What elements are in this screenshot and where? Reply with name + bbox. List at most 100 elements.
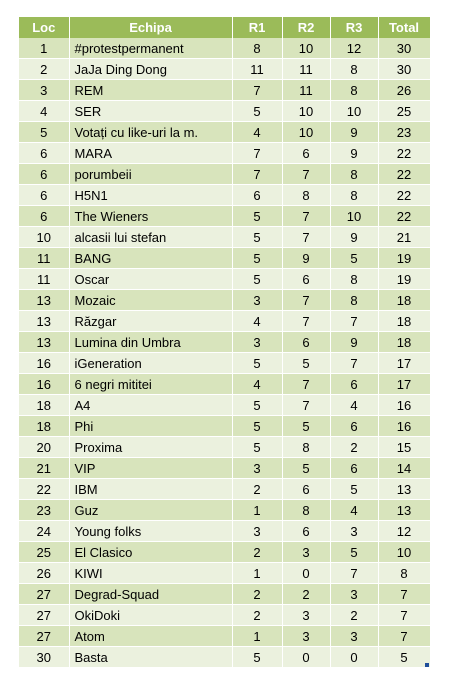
cell-rank[interactable]: 27 (19, 583, 70, 605)
cell-team[interactable]: Degrad-Squad (69, 583, 233, 605)
cell-r3[interactable]: 7 (330, 310, 379, 332)
cell-rank[interactable]: 11 (19, 247, 70, 269)
cell-r3[interactable]: 7 (330, 562, 379, 584)
cell-total[interactable]: 22 (378, 205, 431, 227)
cell-total[interactable]: 19 (378, 247, 431, 269)
cell-r1[interactable]: 7 (232, 163, 283, 185)
cell-r2[interactable]: 7 (282, 394, 331, 416)
cell-r1[interactable]: 1 (232, 562, 283, 584)
cell-r3[interactable]: 8 (330, 289, 379, 311)
cell-rank[interactable]: 13 (19, 310, 70, 332)
cell-r1[interactable]: 5 (232, 205, 283, 227)
cell-r2[interactable]: 7 (282, 163, 331, 185)
cell-team[interactable]: The Wieners (69, 205, 233, 227)
cell-r1[interactable]: 8 (232, 38, 283, 59)
cell-r3[interactable]: 2 (330, 604, 379, 626)
cell-rank[interactable]: 3 (19, 79, 70, 101)
cell-r2[interactable]: 0 (282, 562, 331, 584)
cell-total[interactable]: 12 (378, 520, 431, 542)
cell-team[interactable]: Mozaic (69, 289, 233, 311)
cell-rank[interactable]: 16 (19, 373, 70, 395)
cell-r1[interactable]: 11 (232, 58, 283, 80)
cell-total[interactable]: 19 (378, 268, 431, 290)
cell-total[interactable]: 13 (378, 478, 431, 500)
cell-total[interactable]: 22 (378, 142, 431, 164)
cell-total[interactable]: 23 (378, 121, 431, 143)
cell-r1[interactable]: 5 (232, 436, 283, 458)
cell-team[interactable]: Proxima (69, 436, 233, 458)
cell-r1[interactable]: 2 (232, 583, 283, 605)
cell-r1[interactable]: 3 (232, 520, 283, 542)
cell-r2[interactable]: 6 (282, 478, 331, 500)
header-loc[interactable]: Loc (19, 17, 70, 38)
cell-r2[interactable]: 8 (282, 499, 331, 521)
cell-r3[interactable]: 3 (330, 583, 379, 605)
cell-rank[interactable]: 16 (19, 352, 70, 374)
cell-r2[interactable]: 3 (282, 541, 331, 563)
cell-rank[interactable]: 4 (19, 100, 70, 122)
cell-team[interactable]: H5N1 (69, 184, 233, 206)
cell-r3[interactable]: 8 (330, 268, 379, 290)
cell-total[interactable]: 25 (378, 100, 431, 122)
cell-rank[interactable]: 26 (19, 562, 70, 584)
cell-rank[interactable]: 6 (19, 163, 70, 185)
cell-r3[interactable]: 3 (330, 625, 379, 647)
cell-r2[interactable]: 8 (282, 184, 331, 206)
cell-team[interactable]: SER (69, 100, 233, 122)
header-total[interactable]: Total (378, 17, 431, 38)
cell-team[interactable]: BANG (69, 247, 233, 269)
cell-team[interactable]: Guz (69, 499, 233, 521)
header-team[interactable]: Echipa (69, 17, 233, 38)
cell-r2[interactable]: 5 (282, 415, 331, 437)
cell-r2[interactable]: 3 (282, 625, 331, 647)
cell-rank[interactable]: 20 (19, 436, 70, 458)
cell-r2[interactable]: 11 (282, 58, 331, 80)
cell-team[interactable]: VIP (69, 457, 233, 479)
cell-team[interactable]: KIWI (69, 562, 233, 584)
cell-total[interactable]: 8 (378, 562, 431, 584)
cell-r3[interactable]: 8 (330, 58, 379, 80)
cell-team[interactable]: A4 (69, 394, 233, 416)
cell-rank[interactable]: 6 (19, 142, 70, 164)
header-r2[interactable]: R2 (282, 17, 331, 38)
cell-total[interactable]: 22 (378, 184, 431, 206)
cell-r1[interactable]: 3 (232, 457, 283, 479)
cell-rank[interactable]: 6 (19, 184, 70, 206)
cell-r2[interactable]: 7 (282, 310, 331, 332)
cell-total[interactable]: 30 (378, 58, 431, 80)
cell-r3[interactable]: 6 (330, 415, 379, 437)
cell-r3[interactable]: 8 (330, 163, 379, 185)
cell-r3[interactable]: 5 (330, 247, 379, 269)
cell-rank[interactable]: 1 (19, 38, 70, 59)
cell-r2[interactable]: 6 (282, 520, 331, 542)
cell-team[interactable]: Phi (69, 415, 233, 437)
cell-r2[interactable]: 7 (282, 373, 331, 395)
cell-total[interactable]: 7 (378, 625, 431, 647)
cell-total[interactable]: 17 (378, 352, 431, 374)
cell-r1[interactable]: 2 (232, 478, 283, 500)
cell-r1[interactable]: 5 (232, 352, 283, 374)
cell-r3[interactable]: 9 (330, 331, 379, 353)
cell-r2[interactable]: 7 (282, 205, 331, 227)
cell-team[interactable]: Basta (69, 646, 233, 668)
cell-total[interactable]: 16 (378, 394, 431, 416)
cell-team[interactable]: alcasii lui stefan (69, 226, 233, 248)
cell-r2[interactable]: 10 (282, 38, 331, 59)
cell-total[interactable]: 18 (378, 289, 431, 311)
cell-rank[interactable]: 5 (19, 121, 70, 143)
cell-team[interactable]: Lumina din Umbra (69, 331, 233, 353)
header-r3[interactable]: R3 (330, 17, 379, 38)
cell-r1[interactable]: 4 (232, 373, 283, 395)
cell-team[interactable]: Atom (69, 625, 233, 647)
cell-r1[interactable]: 5 (232, 100, 283, 122)
cell-rank[interactable]: 11 (19, 268, 70, 290)
cell-total[interactable]: 16 (378, 415, 431, 437)
cell-r3[interactable]: 5 (330, 478, 379, 500)
cell-r3[interactable]: 10 (330, 100, 379, 122)
cell-r3[interactable]: 3 (330, 520, 379, 542)
cell-r3[interactable]: 6 (330, 457, 379, 479)
cell-team[interactable]: MARA (69, 142, 233, 164)
cell-r3[interactable]: 4 (330, 499, 379, 521)
cell-r3[interactable]: 0 (330, 646, 379, 668)
cell-r1[interactable]: 2 (232, 604, 283, 626)
